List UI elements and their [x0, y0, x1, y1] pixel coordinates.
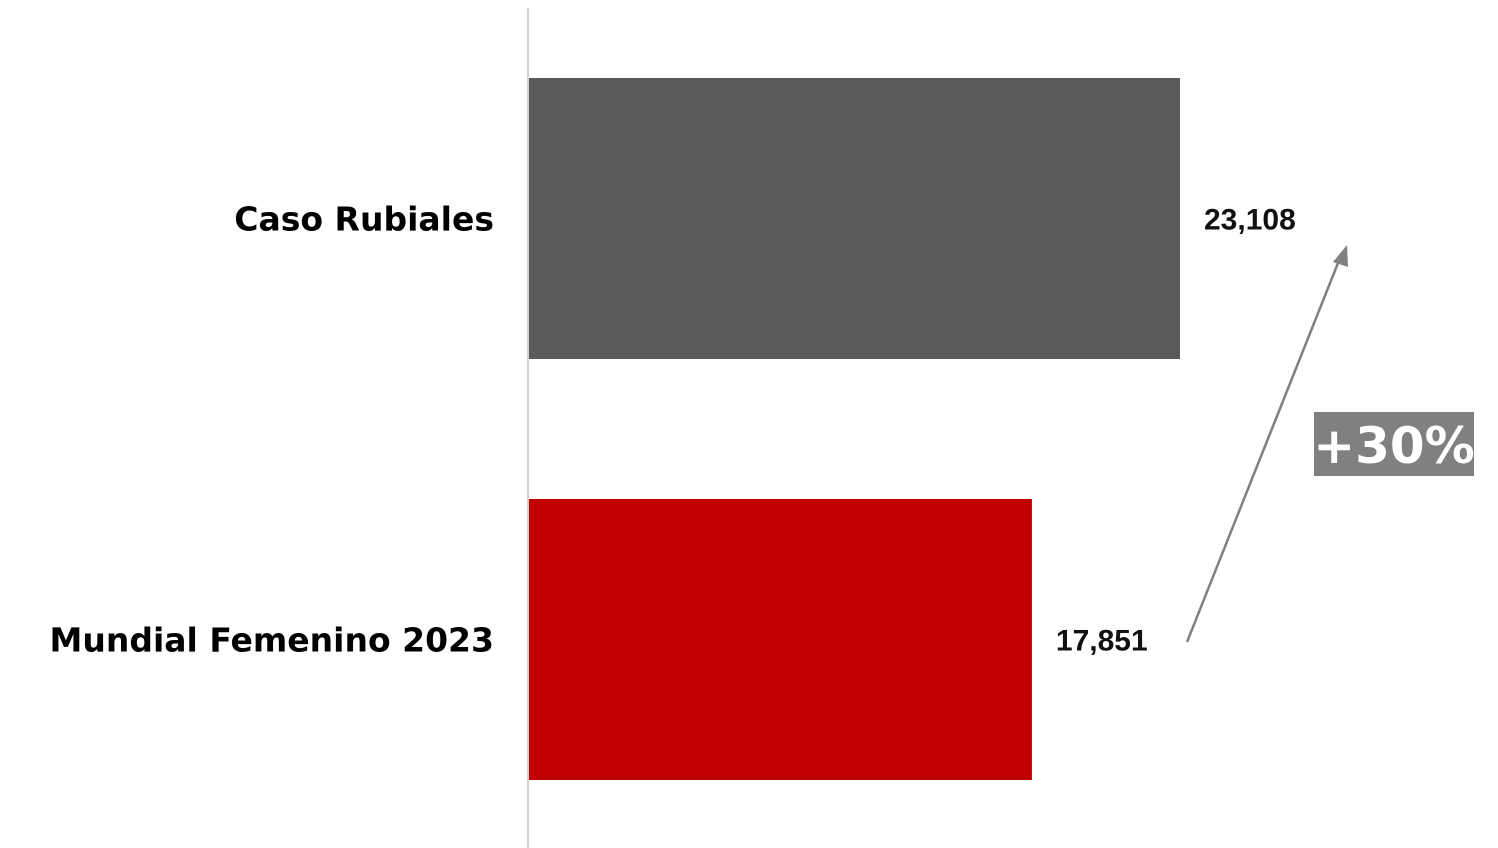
bar-group-caso-rubiales: Caso Rubiales 23,108 — [234, 78, 1296, 359]
bar-caso-rubiales — [529, 78, 1180, 359]
growth-annotation: +30% — [1185, 245, 1475, 643]
growth-badge-text: +30% — [1313, 417, 1475, 475]
growth-badge — [1314, 412, 1474, 476]
value-label-mundial-femenino-2023: 17,851 — [1056, 625, 1148, 658]
value-label-caso-rubiales: 23,108 — [1204, 204, 1296, 237]
growth-arrow-line — [1185, 257, 1342, 643]
category-label-mundial-femenino-2023: Mundial Femenino 2023 — [50, 621, 495, 660]
bar-group-mundial-femenino-2023: Mundial Femenino 2023 17,851 — [50, 499, 1148, 780]
bar-mundial-femenino-2023 — [529, 499, 1032, 780]
arrow-head-icon — [1333, 245, 1348, 267]
category-label-caso-rubiales: Caso Rubiales — [234, 200, 494, 239]
